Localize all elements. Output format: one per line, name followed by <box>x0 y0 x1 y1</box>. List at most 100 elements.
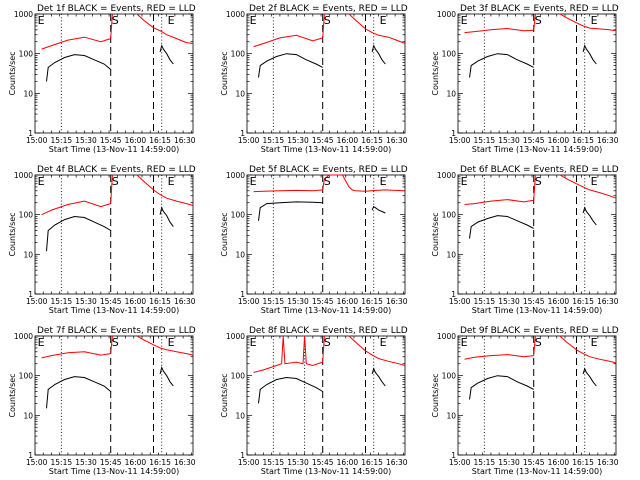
y-tick-label: 1 <box>28 290 33 299</box>
x-axis-label: Start Time (13-Nov-11 14:59:00) <box>472 306 602 315</box>
events-series-line <box>469 53 534 78</box>
x-tick-label: 15:45 <box>523 458 545 467</box>
lld-series-line <box>348 13 406 44</box>
events-series-line <box>371 205 386 214</box>
x-tick-label: 15:45 <box>100 458 122 467</box>
y-axis-label: Counts/sec <box>220 212 229 256</box>
x-tick-label: 15:45 <box>312 136 334 145</box>
y-axis-label: Counts/sec <box>8 51 17 95</box>
x-tick-label: 15:15 <box>51 136 73 145</box>
x-axis-label: Start Time (13-Nov-11 14:59:00) <box>49 467 179 476</box>
panel-title: Det 4f BLACK = Events, RED = LLD <box>37 165 196 175</box>
interval-marker-label: S <box>112 14 119 27</box>
y-tick-label: 1000 <box>226 171 245 180</box>
events-series-line <box>258 376 323 404</box>
x-tick-label: 16:00 <box>548 458 570 467</box>
x-axis-label: Start Time (13-Nov-11 14:59:00) <box>49 145 179 154</box>
panel-7: Det 7f BLACK = Events, RED = LLD 1 10 100 10… <box>8 326 196 476</box>
x-tick-label: 16:00 <box>337 458 359 467</box>
x-tick-label: 16:15 <box>149 136 171 145</box>
plot-frame <box>246 335 406 456</box>
y-tick-label: 10 <box>446 411 456 420</box>
interval-marker-label: E <box>250 175 257 188</box>
x-tick-label: 16:15 <box>361 136 383 145</box>
x-axis-label: Start Time (13-Nov-11 14:59:00) <box>472 145 602 154</box>
x-tick-label: 16:30 <box>386 297 408 306</box>
y-tick-label: 100 <box>442 50 457 59</box>
x-tick-label: 16:30 <box>386 136 408 145</box>
y-tick-label: 100 <box>231 372 246 381</box>
interval-marker-label: E <box>38 336 45 349</box>
interval-marker-label: E <box>591 175 598 188</box>
x-tick-label: 16:15 <box>149 297 171 306</box>
x-tick-label: 16:15 <box>572 297 594 306</box>
panel-title: Det 7f BLACK = Events, RED = LLD <box>37 326 196 336</box>
plot-frame <box>457 13 617 134</box>
y-tick-label: 100 <box>19 372 34 381</box>
plot-frame <box>246 174 406 295</box>
y-axis-label: Counts/sec <box>8 373 17 417</box>
x-tick-label: 16:30 <box>597 136 619 145</box>
lld-series-line <box>110 13 113 39</box>
lld-series-line <box>136 335 194 356</box>
events-series-line <box>582 44 597 65</box>
plot-frame <box>34 13 194 134</box>
events-series-line <box>258 201 323 221</box>
x-tick-label: 15:00 <box>26 458 48 467</box>
x-tick-label: 15:00 <box>26 136 48 145</box>
interval-marker-label: E <box>461 175 468 188</box>
lld-series-line <box>464 27 534 34</box>
panel-title: Det 9f BLACK = Events, RED = LLD <box>460 326 619 336</box>
x-axis-label: Start Time (13-Nov-11 14:59:00) <box>261 306 391 315</box>
y-tick-label: 1000 <box>226 332 245 341</box>
x-tick-label: 16:00 <box>337 297 359 306</box>
x-tick-label: 16:30 <box>174 297 196 306</box>
x-tick-label: 15:45 <box>100 136 122 145</box>
events-series-line <box>582 367 597 387</box>
lld-series-line <box>533 13 536 31</box>
interval-marker-label: S <box>324 175 331 188</box>
panel-2: Det 2f BLACK = Events, RED = LLD 1 10 100 10… <box>220 4 408 154</box>
lld-series-line <box>322 335 325 363</box>
x-tick-label: 16:15 <box>149 458 171 467</box>
interval-marker-label: E <box>168 336 175 349</box>
y-tick-label: 10 <box>446 89 456 98</box>
events-series-line <box>469 375 534 400</box>
y-tick-label: 1000 <box>437 171 456 180</box>
x-tick-label: 16:30 <box>174 136 196 145</box>
x-tick-label: 15:30 <box>287 458 309 467</box>
lld-series-line <box>322 13 325 38</box>
x-tick-label: 16:00 <box>125 136 147 145</box>
x-tick-label: 15:30 <box>498 458 520 467</box>
x-tick-label: 15:45 <box>523 136 545 145</box>
lld-series-line <box>464 199 534 205</box>
y-tick-label: 10 <box>23 89 33 98</box>
x-tick-label: 15:15 <box>51 458 73 467</box>
panel-6: Det 6f BLACK = Events, RED = LLD 1 10 100 10… <box>431 165 619 315</box>
events-series-line <box>46 376 112 409</box>
lld-series-line <box>110 174 113 204</box>
plot-frame <box>457 174 617 295</box>
y-axis-label: Counts/sec <box>8 212 17 256</box>
lld-series-line <box>253 189 323 193</box>
x-tick-label: 15:00 <box>238 297 260 306</box>
x-tick-label: 15:00 <box>238 136 260 145</box>
events-series-line <box>46 215 111 252</box>
panel-3: Det 3f BLACK = Events, RED = LLD 1 10 100 10… <box>431 4 619 154</box>
events-series-line <box>371 367 386 387</box>
y-tick-label: 10 <box>446 250 456 259</box>
y-tick-label: 1000 <box>437 332 456 341</box>
interval-marker-label: E <box>250 336 257 349</box>
x-tick-label: 16:00 <box>548 136 570 145</box>
x-tick-label: 15:00 <box>449 458 471 467</box>
x-tick-label: 16:00 <box>548 297 570 306</box>
interval-marker-label: E <box>380 14 387 27</box>
y-tick-label: 10 <box>235 250 245 259</box>
interval-marker-label: E <box>380 175 387 188</box>
x-tick-label: 15:00 <box>26 297 48 306</box>
interval-marker-label: S <box>535 336 542 349</box>
y-tick-label: 1000 <box>14 10 33 19</box>
x-tick-label: 15:30 <box>75 297 97 306</box>
x-axis-label: Start Time (13-Nov-11 14:59:00) <box>261 467 391 476</box>
